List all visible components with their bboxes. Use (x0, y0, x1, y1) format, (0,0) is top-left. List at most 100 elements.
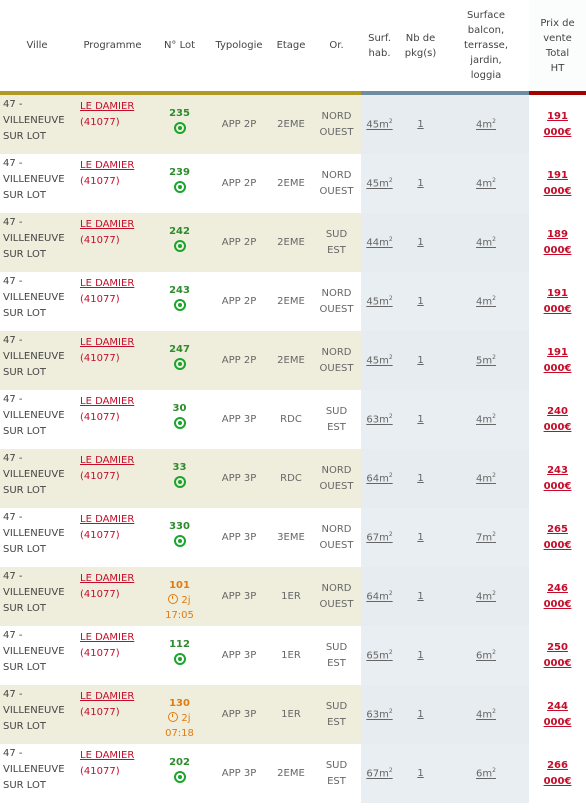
parking-link[interactable]: 1 (417, 473, 424, 484)
prix-line-1[interactable]: 244 (547, 700, 568, 712)
header-orientation[interactable]: Or. (312, 0, 361, 91)
prix-line-2[interactable]: 000€ (543, 303, 572, 315)
lot-number[interactable]: 235 (169, 108, 190, 119)
balcon-link[interactable]: 4m2 (476, 177, 496, 189)
prix-line-2[interactable]: 000€ (543, 185, 572, 197)
prix-line-2[interactable]: 000€ (543, 126, 572, 138)
prix-line-2[interactable]: 000€ (543, 421, 572, 433)
balcon-link[interactable]: 7m2 (476, 531, 496, 543)
prix-line-2[interactable]: 000€ (543, 598, 572, 610)
surface-link[interactable]: 65m2 (366, 649, 392, 661)
cell-prix[interactable]: 191 000€ (529, 272, 586, 331)
programme-link[interactable]: LE DAMIER (80, 455, 135, 466)
parking-link[interactable]: 1 (417, 532, 424, 543)
cell-prix[interactable]: 189 000€ (529, 213, 586, 272)
lot-number[interactable]: 130 (169, 698, 190, 709)
prix-line-1[interactable]: 191 (547, 346, 568, 358)
programme-link[interactable]: LE DAMIER (80, 691, 135, 702)
programme-link[interactable]: LE DAMIER (80, 219, 135, 230)
header-etage[interactable]: Etage (270, 0, 312, 91)
lot-number[interactable]: 239 (169, 167, 190, 178)
programme-link[interactable]: LE DAMIER (80, 101, 135, 112)
prix-line-2[interactable]: 000€ (543, 362, 572, 374)
balcon-link[interactable]: 4m2 (476, 472, 496, 484)
lot-number[interactable]: 243 (169, 285, 190, 296)
parking-link[interactable]: 1 (417, 237, 424, 248)
balcon-link[interactable]: 6m2 (476, 767, 496, 779)
parking-link[interactable]: 1 (417, 591, 424, 602)
header-prix[interactable]: Prix de vente Total HT (529, 0, 586, 91)
prix-line-2[interactable]: 000€ (543, 480, 572, 492)
programme-link[interactable]: LE DAMIER (80, 396, 135, 407)
programme-link[interactable]: LE DAMIER (80, 278, 135, 289)
balcon-link[interactable]: 4m2 (476, 118, 496, 130)
prix-line-2[interactable]: 000€ (543, 244, 572, 256)
header-typologie[interactable]: Typologie (208, 0, 270, 91)
prix-line-1[interactable]: 265 (547, 523, 568, 535)
prix-line-1[interactable]: 243 (547, 464, 568, 476)
programme-link[interactable]: LE DAMIER (80, 573, 135, 584)
surface-link[interactable]: 45m2 (366, 354, 392, 366)
cell-prix[interactable]: 265 000€ (529, 508, 586, 567)
lot-number[interactable]: 247 (169, 344, 190, 355)
balcon-link[interactable]: 4m2 (476, 413, 496, 425)
surface-link[interactable]: 45m2 (366, 118, 392, 130)
surface-link[interactable]: 64m2 (366, 472, 392, 484)
prix-line-2[interactable]: 000€ (543, 657, 572, 669)
balcon-link[interactable]: 4m2 (476, 295, 496, 307)
prix-line-1[interactable]: 191 (547, 287, 568, 299)
surface-link[interactable]: 44m2 (366, 236, 392, 248)
programme-link[interactable]: LE DAMIER (80, 750, 135, 761)
programme-link[interactable]: LE DAMIER (80, 337, 135, 348)
programme-link[interactable]: LE DAMIER (80, 514, 135, 525)
parking-link[interactable]: 1 (417, 414, 424, 425)
parking-link[interactable]: 1 (417, 768, 424, 779)
lot-number[interactable]: 33 (172, 462, 187, 473)
lot-number[interactable]: 112 (169, 639, 190, 650)
header-balcon[interactable]: Surface balcon, terrasse, jardin, loggia (443, 0, 529, 91)
cell-prix[interactable]: 240 000€ (529, 390, 586, 449)
surface-link[interactable]: 63m2 (366, 708, 392, 720)
header-ville[interactable]: Ville (0, 0, 74, 91)
prix-line-1[interactable]: 246 (547, 582, 568, 594)
cell-prix[interactable]: 266 000€ (529, 744, 586, 803)
cell-prix[interactable]: 244 000€ (529, 685, 586, 744)
parking-link[interactable]: 1 (417, 709, 424, 720)
prix-line-1[interactable]: 191 (547, 169, 568, 181)
prix-line-1[interactable]: 266 (547, 759, 568, 771)
prix-line-1[interactable]: 189 (547, 228, 568, 240)
parking-link[interactable]: 1 (417, 296, 424, 307)
prix-line-2[interactable]: 000€ (543, 716, 572, 728)
prix-line-1[interactable]: 240 (547, 405, 568, 417)
parking-link[interactable]: 1 (417, 119, 424, 130)
programme-link[interactable]: LE DAMIER (80, 160, 135, 171)
balcon-link[interactable]: 6m2 (476, 649, 496, 661)
lot-number[interactable]: 330 (169, 521, 190, 532)
lot-number[interactable]: 202 (169, 757, 190, 768)
header-parking[interactable]: Nb de pkg(s) (398, 0, 443, 91)
parking-link[interactable]: 1 (417, 650, 424, 661)
surface-link[interactable]: 45m2 (366, 177, 392, 189)
cell-prix[interactable]: 191 000€ (529, 95, 586, 154)
surface-link[interactable]: 67m2 (366, 531, 392, 543)
balcon-link[interactable]: 4m2 (476, 236, 496, 248)
header-surf[interactable]: Surf. hab. (361, 0, 398, 91)
balcon-link[interactable]: 5m2 (476, 354, 496, 366)
prix-line-1[interactable]: 191 (547, 110, 568, 122)
balcon-link[interactable]: 4m2 (476, 708, 496, 720)
lot-number[interactable]: 101 (169, 580, 190, 591)
parking-link[interactable]: 1 (417, 355, 424, 366)
cell-prix[interactable]: 191 000€ (529, 331, 586, 390)
cell-prix[interactable]: 243 000€ (529, 449, 586, 508)
surface-link[interactable]: 67m2 (366, 767, 392, 779)
parking-link[interactable]: 1 (417, 178, 424, 189)
lot-number[interactable]: 242 (169, 226, 190, 237)
cell-prix[interactable]: 250 000€ (529, 626, 586, 685)
prix-line-2[interactable]: 000€ (543, 775, 572, 787)
header-programme[interactable]: Programme (74, 0, 151, 91)
cell-prix[interactable]: 191 000€ (529, 154, 586, 213)
balcon-link[interactable]: 4m2 (476, 590, 496, 602)
surface-link[interactable]: 63m2 (366, 413, 392, 425)
header-lot[interactable]: N° Lot (151, 0, 208, 91)
cell-prix[interactable]: 246 000€ (529, 567, 586, 626)
